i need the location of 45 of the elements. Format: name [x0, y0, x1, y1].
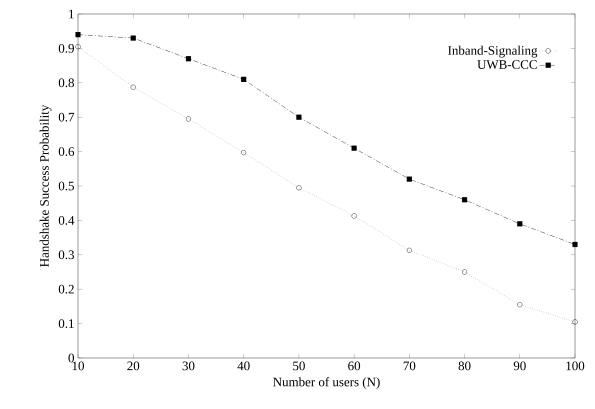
point [406, 176, 412, 182]
point [406, 248, 412, 253]
x-tick-label: 30 [182, 362, 194, 370]
x-tick-label: 100 [566, 362, 584, 370]
x-tick-label: 40 [237, 362, 250, 370]
point [296, 114, 302, 120]
point [462, 269, 468, 275]
point [130, 84, 136, 90]
point [130, 35, 136, 41]
y-tick-label: 0.6 [58, 147, 74, 156]
x-tick-label: 90 [514, 362, 526, 370]
point [186, 56, 192, 62]
y-tick-label: 1 [69, 10, 74, 18]
point [517, 302, 522, 308]
y-tick-label: 0.4 [58, 216, 74, 225]
legend-label: Inband-Signaling [448, 46, 538, 58]
x-tick-label: 70 [404, 362, 416, 370]
point [572, 319, 578, 324]
x-tick-label: 60 [348, 362, 360, 370]
point [75, 32, 81, 38]
y-tick-label: 0.1 [58, 319, 74, 328]
legend-label: UWB-CCC [477, 60, 537, 69]
point [296, 185, 302, 190]
point [186, 116, 192, 122]
point [75, 44, 81, 50]
x-tick-label: 10 [72, 362, 84, 370]
point [241, 150, 246, 156]
y-tick-label: 0.7 [58, 112, 74, 122]
point [352, 146, 357, 151]
y-tick-label: 0.2 [58, 284, 74, 294]
y-tick-label: 0 [68, 354, 74, 362]
y-tick-label: 0.5 [58, 182, 74, 190]
y-tick-label: 0.3 [58, 250, 74, 260]
y-axis-title: Handshake Success Probability [40, 104, 52, 267]
point [462, 197, 468, 202]
point [352, 213, 357, 219]
x-tick-label: 50 [293, 362, 305, 370]
point [517, 221, 522, 226]
point [572, 242, 578, 248]
point [241, 76, 246, 82]
y-tick-label: 0.9 [58, 44, 74, 53]
x-axis-title: Number of users (N) [273, 377, 380, 389]
x-tick-label: 20 [127, 362, 140, 370]
y-tick-label: 0.8 [58, 78, 74, 88]
x-tick-label: 80 [458, 362, 471, 370]
